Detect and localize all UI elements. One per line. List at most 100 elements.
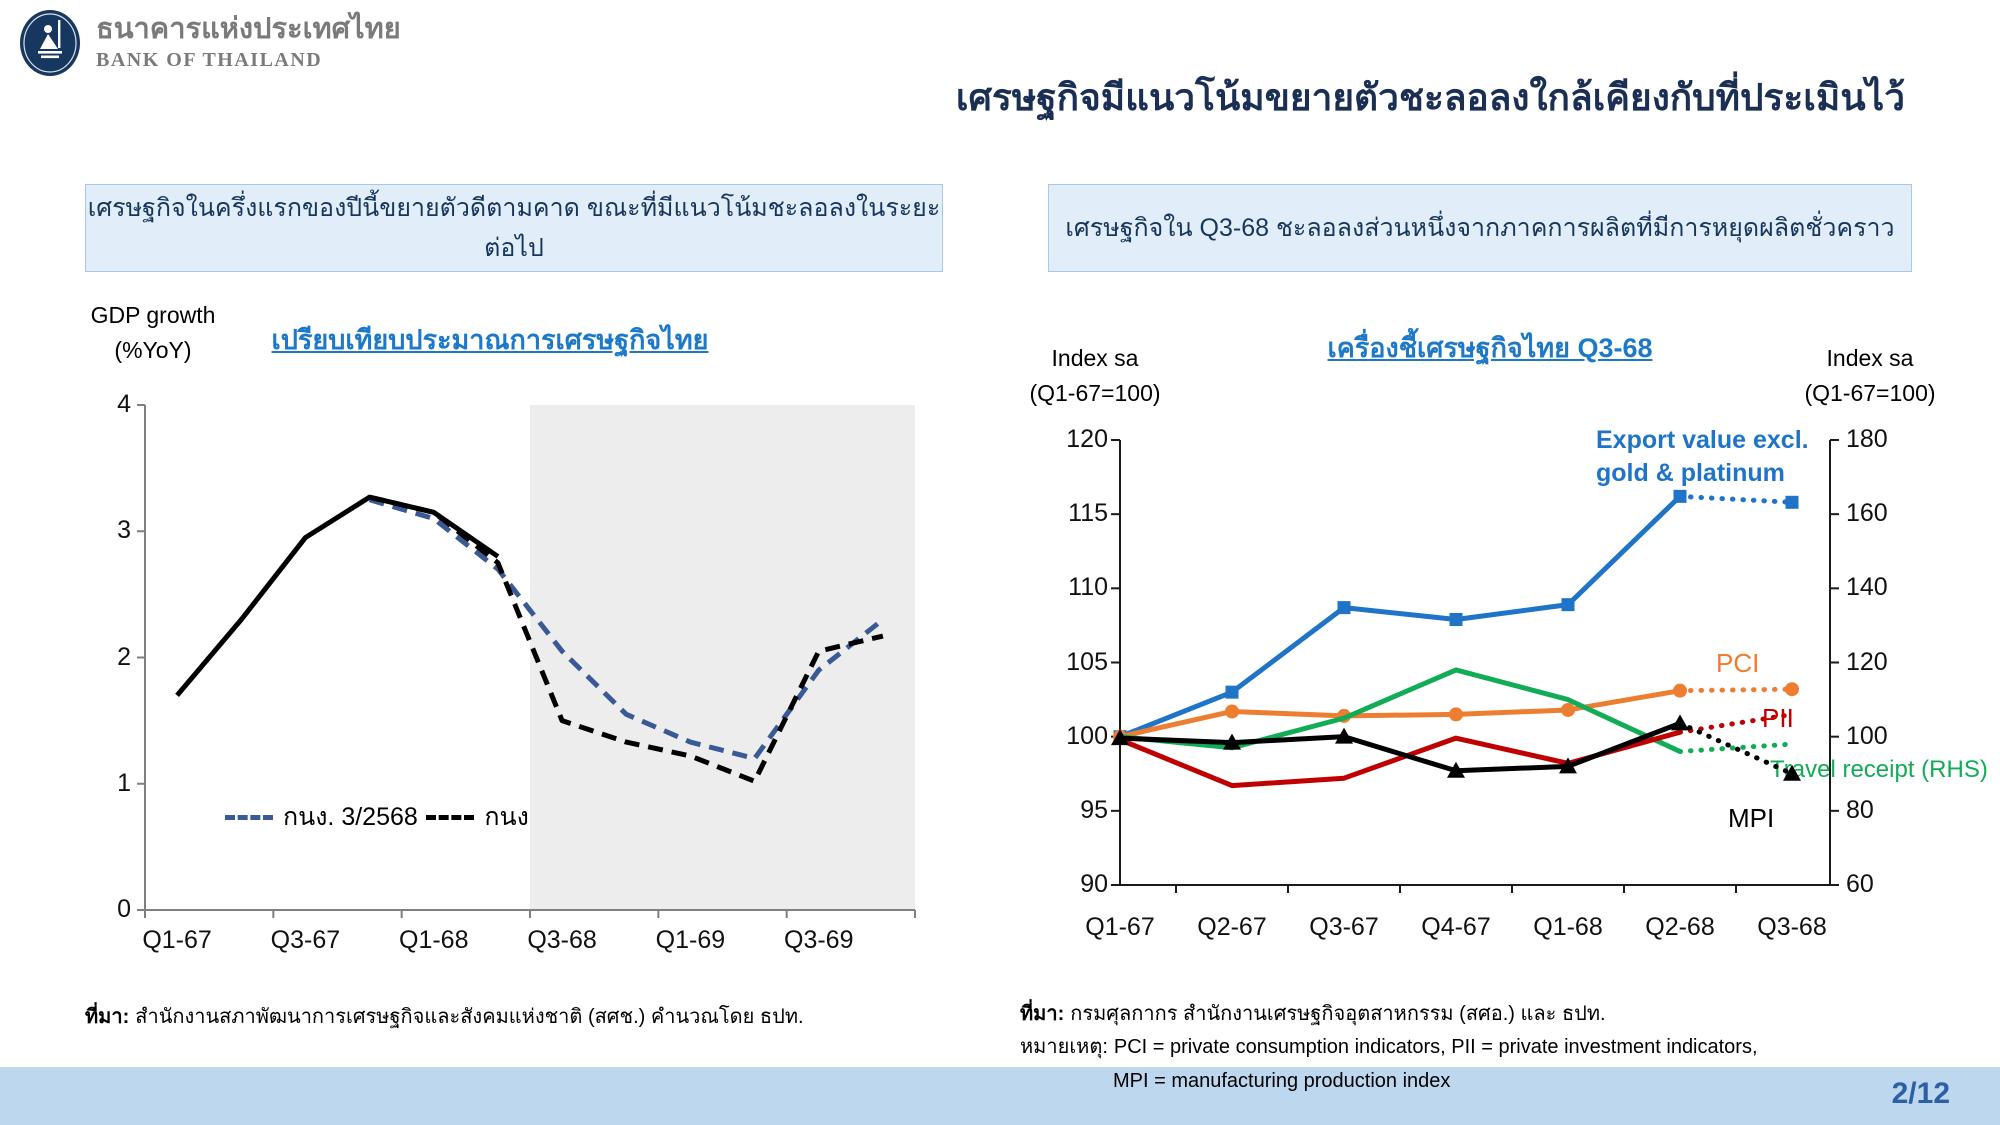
triangle-marker (1559, 757, 1577, 774)
gdp-x-axis-label: Q1-68 (399, 926, 469, 954)
indicators-chart-canvas (1111, 439, 1839, 893)
pci-series-label: PCI (1716, 648, 1760, 678)
bot-logo: ธนาคารแห่งประเทศไทย BANK OF THAILAND (18, 8, 401, 78)
square-marker (1785, 495, 1799, 509)
legend-label-mpc-3-2568: กนง. 3/2568 (283, 803, 418, 831)
bottom-bar: 2/12 (0, 1067, 2000, 1125)
triangle-marker (1447, 761, 1465, 778)
indicators-left-tick-label: 105 (1066, 647, 1108, 676)
mpi-line-forecast (1677, 720, 1795, 777)
circle-marker (1561, 702, 1575, 717)
slide-title: เศรษฐกิจมีแนวโน้มขยายตัวชะลอลงใกล้เคียงก… (955, 77, 1905, 118)
right-chart-left-axis-unit: Index sa (Q1-67=100) (1020, 341, 1170, 410)
export-line (1119, 494, 1682, 739)
gdp-y-tick-label: 4 (117, 390, 131, 418)
left-source-text: สำนักงานสภาพัฒนาการเศรษฐกิจและสังคมแห่งช… (135, 1006, 804, 1028)
mpc-5-2568-line (369, 494, 884, 784)
right-chart-source: ที่มา: กรมศุลกากร สำนักงานเศรษฐกิจอุตสาหก… (1020, 997, 1606, 1029)
note-label: หมายเหตุ: (1020, 1036, 1108, 1058)
square-marker (1673, 489, 1687, 503)
right-axis-unit-line2: (Q1-67=100) (1804, 379, 1936, 406)
indicators-left-tick-label: 120 (1066, 425, 1108, 453)
gdp-y-tick-label: 3 (117, 516, 131, 545)
dashed-blue-line-icon (225, 814, 273, 820)
right-axis-unit-line1: Index sa (1826, 345, 1914, 371)
indicators-x-axis-label: Q3-67 (1309, 913, 1379, 941)
legend-item-mpc-3-2568: กนง. 3/2568 (225, 797, 418, 837)
page-number: 2/12 (1891, 1077, 1950, 1110)
bot-emblem-icon (20, 10, 80, 76)
gdp-chart-canvas (137, 404, 916, 918)
indicators-x-axis-label: Q1-67 (1085, 913, 1155, 941)
export-series-label-line2: gold & platinum (1596, 458, 1785, 487)
mpc-3-2568-line (368, 497, 885, 761)
gdp-axis-unit-line2: (%YoY) (114, 336, 192, 363)
left-axis-unit-line1: Index sa (1051, 345, 1139, 371)
mpi-series-label: MPI (1728, 803, 1775, 833)
gdp-x-axis-label: Q3-69 (784, 926, 854, 954)
triangle-marker (1223, 733, 1241, 750)
indicators-left-tick-label: 100 (1066, 721, 1108, 750)
right-chart-right-axis-unit: Index sa (Q1-67=100) (1795, 341, 1945, 410)
left-highlight-text: เศรษฐกิจในครึ่งแรกของปีนี้ขยายตัวดีตามคา… (87, 194, 941, 262)
indicators-right-tick-label: 100 (1846, 721, 1888, 750)
gdp-axis-unit-line1: GDP growth (90, 302, 216, 328)
indicators-x-axis-label: Q3-68 (1757, 913, 1827, 941)
triangle-marker (1783, 764, 1801, 781)
travel-receipt-line (1119, 667, 1682, 754)
circle-marker (1785, 682, 1799, 697)
left-chart-source: ที่มา: สำนักงานสภาพัฒนาการเศรษฐกิจและสังค… (85, 1000, 804, 1032)
left-chart-title: เปรียบเทียบประมาณการเศรษฐกิจไทย (271, 325, 709, 355)
actual-data-line (175, 494, 500, 697)
gdp-y-tick-label: 2 (117, 642, 131, 671)
indicators-right-tick-label: 140 (1846, 573, 1888, 602)
indicators-right-tick-label: 60 (1846, 870, 1874, 898)
right-source-text: กรมศุลกากร สำนักงานเศรษฐกิจอุตสาหกรรม (ส… (1070, 1003, 1606, 1025)
logo-english-name: BANK OF THAILAND (96, 49, 323, 72)
circle-marker (1225, 704, 1239, 719)
travel-receipt-line-forecast (1677, 741, 1795, 754)
note-line1: PCI = private consumption indicators, PI… (1113, 1036, 1758, 1058)
square-marker (1449, 612, 1463, 626)
left-source-label: ที่มา: (85, 1006, 130, 1028)
dashed-black-line-icon (426, 814, 475, 820)
pii-series-label: PII (1762, 703, 1794, 733)
pii-line-forecast (1677, 711, 1795, 735)
right-chart-title: เครื่องชี้เศรษฐกิจไทย Q3-68 (1327, 333, 1653, 363)
indicators-left-tick-label: 95 (1080, 795, 1108, 824)
right-highlight-text: เศรษฐกิจใน Q3-68 ชะลอลงส่วนหนึ่งจากภาคกา… (1065, 214, 1895, 242)
gdp-x-axis-label: Q3-68 (527, 926, 597, 954)
circle-marker (1673, 683, 1687, 698)
mpi-line (1119, 720, 1681, 774)
left-axis-unit-line2: (Q1-67=100) (1029, 379, 1161, 406)
logo-thai-name: ธนาคารแห่งประเทศไทย (96, 12, 401, 45)
indicators-x-axis-label: Q2-67 (1197, 913, 1267, 941)
right-chart-note-line2: MPI = manufacturing production index (1113, 1070, 1451, 1092)
indicators-right-tick-label: 160 (1846, 499, 1888, 528)
travel-receipt-series-label: Travel receipt (RHS) (1770, 756, 1988, 783)
indicators-x-axis-label: Q1-68 (1533, 913, 1603, 941)
indicators-right-tick-label: 180 (1846, 425, 1888, 453)
right-highlight-box: เศรษฐกิจใน Q3-68 ชะลอลงส่วนหนึ่งจากภาคกา… (1048, 184, 1912, 272)
triangle-marker (1671, 714, 1689, 731)
indicators-right-tick-label: 80 (1846, 795, 1874, 824)
gdp-x-axis-label: Q3-67 (270, 926, 341, 954)
indicators-x-axis-label: Q4-67 (1421, 913, 1491, 941)
right-chart-note: หมายเหตุ: PCI = private consumption indic… (1020, 1030, 1758, 1062)
export-line-forecast (1677, 493, 1795, 505)
forecast-shaded-band (530, 405, 915, 910)
indicators-left-tick-label: 115 (1068, 499, 1108, 528)
circle-marker (1449, 707, 1463, 722)
gdp-y-tick-label: 1 (117, 768, 131, 797)
gdp-x-axis-label: Q1-69 (655, 926, 726, 954)
pci-line-forecast (1677, 686, 1795, 694)
export-series-label-line1: Export value excl. (1596, 426, 1809, 454)
export-series-label: Export value excl. gold & platinum (1596, 424, 1809, 489)
indicators-left-tick-label: 110 (1068, 573, 1108, 602)
left-highlight-box: เศรษฐกิจในครึ่งแรกของปีนี้ขยายตัวดีตามคา… (85, 184, 943, 272)
square-marker (1561, 598, 1575, 612)
square-marker (1337, 601, 1351, 615)
triangle-marker (1335, 727, 1353, 744)
indicators-right-tick-label: 120 (1846, 647, 1888, 676)
